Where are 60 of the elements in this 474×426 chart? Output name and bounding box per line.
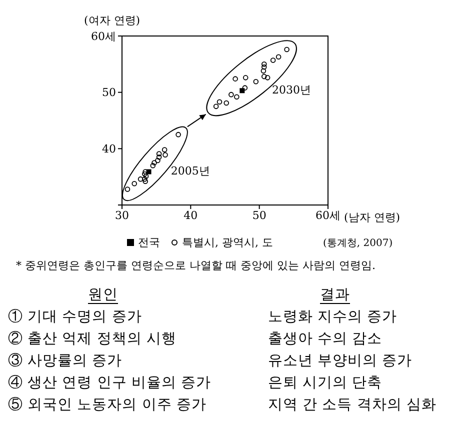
text: ① 기대 수명의 증가 [8, 308, 143, 326]
point [213, 104, 219, 110]
point [270, 58, 276, 63]
point [216, 99, 222, 105]
y-tick-label: 40 [102, 142, 116, 156]
point [124, 186, 130, 192]
point [261, 62, 267, 67]
text: (통계청, 2007) [323, 236, 393, 250]
y-tick-label: 50 [102, 86, 116, 100]
point [138, 176, 144, 182]
point [150, 162, 156, 168]
point [162, 152, 168, 158]
point [261, 64, 267, 70]
point [152, 160, 157, 166]
point [143, 174, 149, 179]
text: ② 출산 억제 정책의 시행 [8, 330, 178, 348]
point [284, 46, 290, 52]
point [176, 132, 181, 138]
point [264, 75, 270, 80]
text: 결과 [320, 287, 350, 304]
point [155, 158, 160, 164]
text: ③ 사망률의 증가 [8, 352, 124, 370]
text: 노령화 지수의 증가 [268, 308, 398, 326]
x-axis-title: (남자 연령) [344, 211, 400, 224]
point [228, 92, 234, 98]
point [234, 94, 240, 100]
point [261, 74, 267, 80]
point [240, 88, 245, 94]
point [232, 76, 238, 82]
annotation: 2005년 [170, 164, 210, 178]
text: ⑤ 외국인 노동자의 이주 증가 [8, 396, 208, 414]
point [142, 176, 148, 182]
point [132, 180, 138, 186]
point [156, 154, 162, 160]
text: 지역 간 소득 격차의 심화 [268, 396, 438, 414]
annotation: 2030년 [272, 83, 312, 97]
text: 은퇴 시기의 단축 [268, 374, 384, 392]
point [242, 85, 248, 90]
x-tick-label: 60세 [316, 208, 340, 222]
x-tick-label: 40 [184, 208, 198, 222]
point [224, 100, 230, 106]
point [260, 68, 266, 74]
text: ④ 생산 연령 인구 비율의 증가 [8, 374, 212, 392]
point [142, 178, 148, 184]
text: 원인 [88, 287, 118, 304]
point [276, 54, 282, 60]
point [242, 75, 248, 80]
x-tick-label: 50 [252, 208, 266, 222]
x-tick-label: 30 [115, 208, 129, 222]
text: * 중위연령은 총인구를 연령순으로 나열할 때 중앙에 있는 사람의 연령임. [16, 258, 376, 273]
legend-label: 전국 [137, 235, 160, 250]
point [142, 171, 148, 177]
text: 유소년 부양비의 증가 [268, 352, 414, 370]
text: 출생아 수의 감소 [268, 330, 384, 348]
y-tick-label: 60세 [91, 30, 116, 43]
point [156, 151, 162, 156]
point [162, 147, 168, 152]
point [253, 78, 259, 84]
y-axis-title: (여자 연령) [84, 14, 140, 27]
legend-label: 특별시, 광역시, 도 [181, 235, 273, 250]
